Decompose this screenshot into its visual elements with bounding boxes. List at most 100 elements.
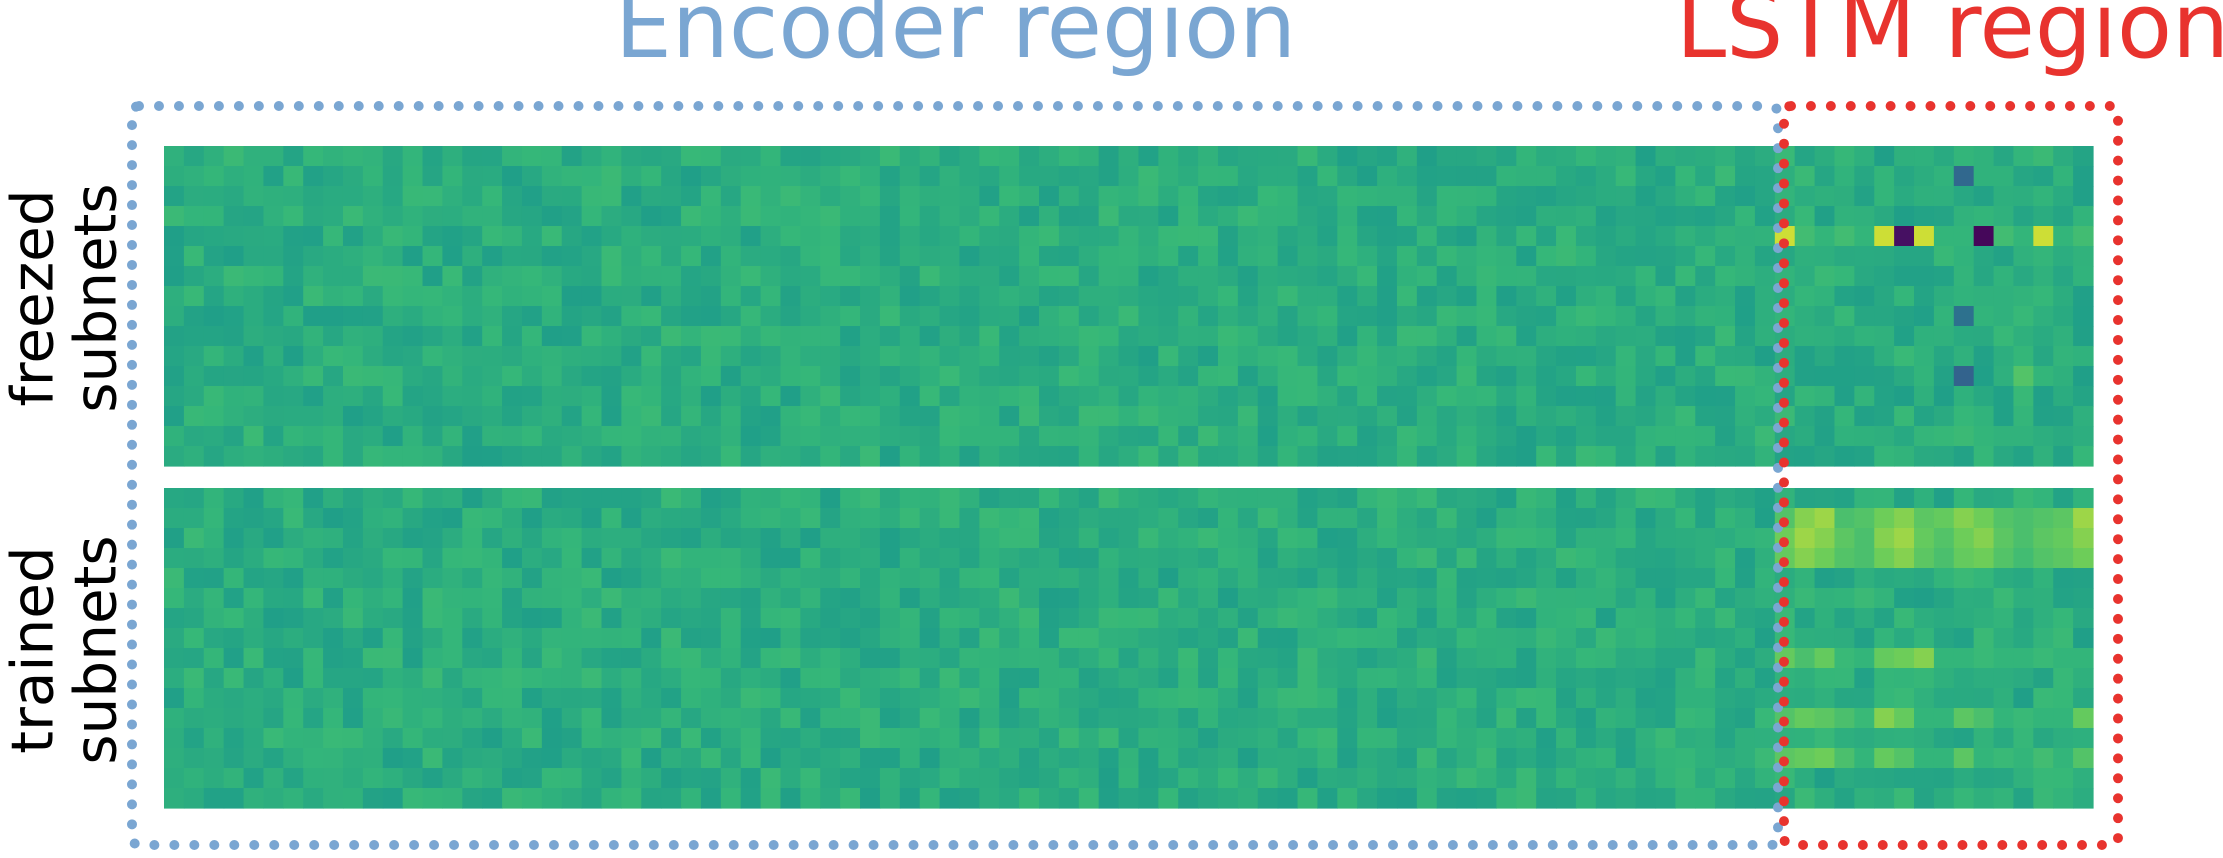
heatmap-cell — [203, 668, 225, 689]
heatmap-cell — [999, 166, 1020, 187]
heatmap-cell — [899, 768, 921, 789]
heatmap-cell — [999, 266, 1020, 287]
heatmap-cell — [1158, 286, 1179, 307]
heatmap-cell — [919, 568, 941, 589]
heatmap-cell — [780, 708, 801, 729]
heatmap-cell — [1595, 306, 1617, 327]
heatmap-cell — [422, 226, 444, 247]
heatmap-cell — [1516, 386, 1537, 407]
heatmap-cell — [1257, 446, 1279, 467]
heatmap-cell — [2053, 186, 2074, 207]
heatmap-cell — [1198, 186, 1219, 207]
heatmap-cell — [1595, 226, 1617, 247]
heatmap-cell — [959, 366, 980, 387]
heatmap-cell — [1854, 688, 1875, 709]
heatmap-cell — [521, 788, 543, 809]
heatmap-cell — [1516, 788, 1537, 809]
heatmap-cell — [462, 788, 483, 809]
heatmap-cell — [1894, 768, 1915, 789]
heatmap-cell — [1894, 708, 1915, 729]
heatmap-cell — [1635, 406, 1657, 427]
heatmap-cell — [362, 326, 384, 347]
heatmap-cell — [800, 528, 821, 549]
heatmap-cell — [382, 186, 404, 207]
heatmap-cell — [382, 206, 404, 227]
heatmap-cell — [700, 166, 722, 187]
heatmap-cell — [1595, 266, 1617, 287]
heatmap-cell — [1297, 386, 1319, 407]
heatmap-cell — [1357, 648, 1378, 669]
heatmap-cell — [1098, 366, 1120, 387]
heatmap-cell — [1456, 186, 1478, 207]
heatmap-cell — [1655, 588, 1676, 609]
heatmap-cell — [979, 568, 1000, 589]
heatmap-cell — [1973, 608, 1995, 629]
heatmap-cell — [203, 568, 225, 589]
heatmap-cell — [1695, 688, 1716, 709]
heatmap-cell — [402, 788, 424, 809]
heatmap-cell — [1377, 206, 1398, 227]
heatmap-cell — [1277, 166, 1299, 187]
heatmap-cell — [860, 788, 881, 809]
heatmap-cell — [959, 446, 980, 467]
heatmap-cell — [800, 326, 821, 347]
heatmap-cell — [1158, 406, 1179, 427]
heatmap-cell — [1178, 788, 1199, 809]
heatmap-cell — [1675, 608, 1696, 629]
heatmap-cell — [1416, 346, 1438, 367]
heatmap-cell — [422, 548, 444, 569]
heatmap-cell — [840, 648, 861, 669]
heatmap-cell — [840, 548, 861, 569]
heatmap-cell — [1675, 426, 1696, 447]
heatmap-cell — [1158, 326, 1179, 347]
heatmap-cell — [283, 728, 304, 749]
heatmap-cell — [1058, 406, 1080, 427]
heatmap-cell — [1317, 548, 1338, 569]
heatmap-cell — [919, 426, 941, 447]
heatmap-cell — [959, 708, 980, 729]
heatmap-cell — [561, 366, 583, 387]
heatmap-cell — [283, 628, 304, 649]
heatmap-cell — [1098, 628, 1120, 649]
heatmap-cell — [283, 548, 304, 569]
heatmap-cell — [502, 748, 523, 769]
heatmap-cell — [1595, 246, 1617, 267]
heatmap-cell — [2073, 608, 2094, 629]
heatmap-cell — [1695, 488, 1716, 509]
heatmap-cell — [641, 346, 662, 367]
heatmap-cell — [999, 346, 1020, 367]
heatmap-cell — [1178, 708, 1199, 729]
heatmap-cell — [1019, 226, 1040, 247]
heatmap-cell — [601, 326, 622, 347]
heatmap-cell — [720, 768, 742, 789]
heatmap-cell — [820, 588, 841, 609]
heatmap-cell — [482, 346, 503, 367]
heatmap-cell — [164, 306, 185, 327]
heatmap-cell — [1277, 768, 1299, 789]
heatmap-cell — [1496, 186, 1517, 207]
heatmap-cell — [1993, 788, 2015, 809]
heatmap-cell — [1675, 266, 1696, 287]
heatmap-cell — [1198, 306, 1219, 327]
heatmap-cell — [1615, 326, 1637, 347]
heatmap-cell — [999, 366, 1020, 387]
heatmap-cell — [1416, 508, 1438, 529]
heatmap-cell — [1973, 768, 1995, 789]
heatmap-cell — [1794, 588, 1816, 609]
heatmap-cell — [1198, 628, 1219, 649]
heatmap-cell — [1575, 426, 1597, 447]
heatmap-cell — [1058, 206, 1080, 227]
heatmap-cell — [1217, 508, 1239, 529]
heatmap-cell — [1695, 768, 1716, 789]
heatmap-cell — [1794, 788, 1816, 809]
heatmap-cell — [2033, 146, 2054, 167]
heatmap-cell — [561, 488, 583, 509]
heatmap-cell — [223, 728, 245, 749]
heatmap-cell — [1595, 366, 1617, 387]
heatmap-cell — [2033, 446, 2054, 467]
heatmap-cell — [482, 146, 503, 167]
heatmap-cell — [1118, 568, 1140, 589]
heatmap-cell — [999, 728, 1020, 749]
heatmap-cell — [382, 508, 404, 529]
heatmap-cell — [1874, 346, 1895, 367]
